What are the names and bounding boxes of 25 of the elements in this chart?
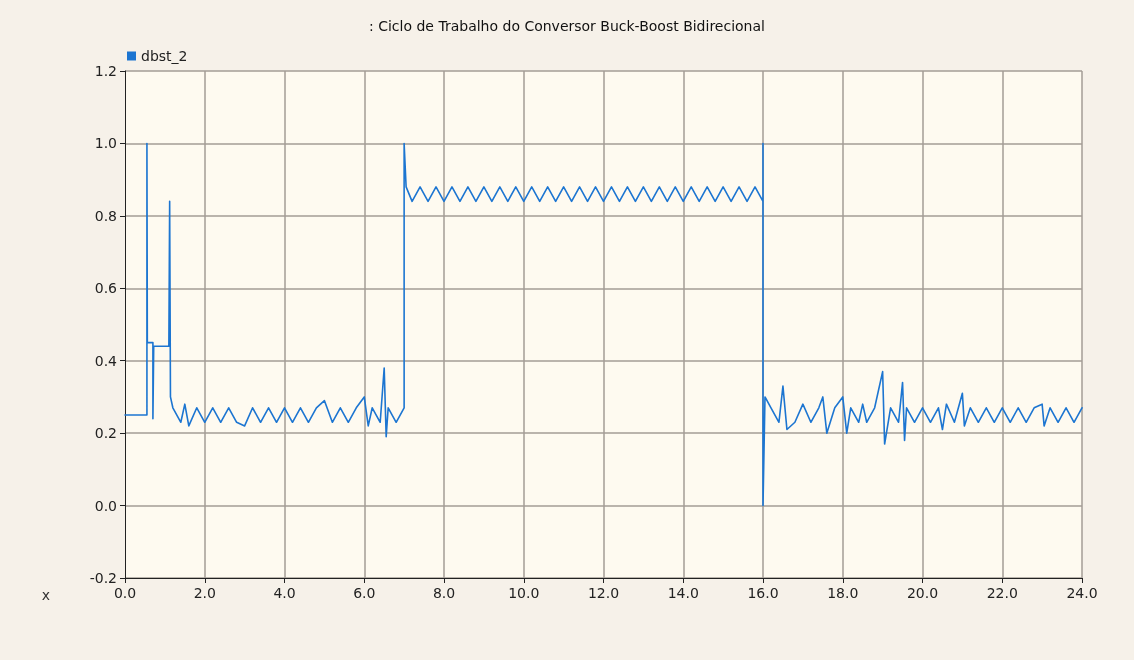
y-tick-label: 0.4	[94, 352, 118, 369]
x-tick-label: 18.0	[827, 585, 859, 601]
x-tick-label: 20.0	[906, 585, 939, 601]
x-tick-label: 16.0	[747, 585, 779, 601]
x-tick-label: 4.0	[273, 585, 296, 601]
x-tick-label: 2.0	[193, 585, 216, 601]
x-tick-label: 0.0	[113, 585, 137, 601]
chart-title: : Ciclo de Trabalho do Conversor Buck-Boost Bidirecional	[369, 18, 765, 34]
x-tick-label: 8.0	[432, 585, 456, 601]
y-tick-label: 0.6	[94, 280, 118, 297]
x-tick-label: 12.0	[587, 585, 620, 601]
y-tick-label: -0.2	[89, 570, 117, 586]
y-tick-label: 0.0	[94, 497, 117, 514]
y-tick-label: 1.2	[94, 63, 117, 79]
line-series	[124, 142, 1083, 507]
y-tick-label: 1.0	[94, 135, 117, 152]
legend-label: dbst_2	[141, 48, 188, 64]
y-tick-label: 0.8	[94, 207, 117, 224]
x-tick-label: 6.0	[353, 585, 376, 601]
x-tick-label: 22.0	[986, 585, 1018, 601]
x-axis-title: x	[41, 587, 50, 603]
x-tick-label: 24.0	[1066, 585, 1098, 601]
x-tick-label: 14.0	[667, 585, 699, 601]
y-tick-label: 0.2	[94, 425, 117, 442]
x-tick-label: 10.0	[508, 585, 540, 601]
